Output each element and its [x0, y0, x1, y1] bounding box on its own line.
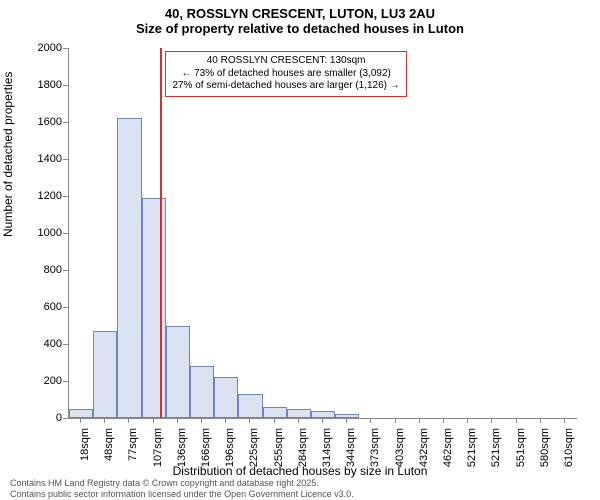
annotation-line: 27% of semi-detached houses are larger (… — [172, 80, 399, 93]
chart-footer: Contains HM Land Registry data © Crown c… — [10, 478, 354, 500]
x-tick-mark — [274, 418, 275, 423]
y-tick-label: 600 — [22, 301, 62, 313]
plot-area — [68, 48, 577, 419]
histogram-bar — [166, 326, 190, 419]
x-tick-label: 432sqm — [418, 428, 430, 478]
histogram-bar — [93, 331, 117, 418]
x-tick-label: 77sqm — [127, 428, 139, 478]
x-tick-mark — [298, 418, 299, 423]
y-tick-label: 1400 — [22, 153, 62, 165]
x-tick-mark — [540, 418, 541, 423]
x-tick-label: 18sqm — [79, 428, 91, 478]
x-tick-label: 610sqm — [563, 428, 575, 478]
y-tick-label: 200 — [22, 375, 62, 387]
histogram-bar — [214, 377, 238, 418]
annotation-box: 40 ROSSLYN CRESCENT: 130sqm← 73% of deta… — [165, 51, 406, 97]
x-tick-mark — [225, 418, 226, 423]
y-tick-label: 1000 — [22, 227, 62, 239]
x-tick-mark — [346, 418, 347, 423]
x-tick-label: 107sqm — [152, 428, 164, 478]
x-tick-label: 196sqm — [224, 428, 236, 478]
x-tick-label: 521sqm — [466, 428, 478, 478]
y-tick-label: 400 — [22, 338, 62, 350]
histogram-bar — [263, 407, 287, 418]
x-tick-mark — [322, 418, 323, 423]
annotation-line: ← 73% of detached houses are smaller (3,… — [172, 68, 399, 81]
x-tick-mark — [104, 418, 105, 423]
x-tick-mark — [467, 418, 468, 423]
y-tick-label: 2000 — [22, 42, 62, 54]
y-tick-mark — [63, 85, 68, 86]
x-tick-mark — [80, 418, 81, 423]
chart-title-sub: Size of property relative to detached ho… — [0, 21, 600, 40]
y-tick-mark — [63, 122, 68, 123]
y-tick-mark — [63, 344, 68, 345]
y-tick-label: 800 — [22, 264, 62, 276]
x-tick-mark — [419, 418, 420, 423]
y-axis-label: Number of detached properties — [1, 72, 15, 237]
x-tick-label: 166sqm — [200, 428, 212, 478]
x-tick-mark — [516, 418, 517, 423]
x-tick-mark — [177, 418, 178, 423]
x-tick-mark — [153, 418, 154, 423]
y-tick-label: 1800 — [22, 79, 62, 91]
x-tick-mark — [395, 418, 396, 423]
histogram-bar — [335, 414, 359, 418]
x-tick-label: 373sqm — [369, 428, 381, 478]
histogram-bar — [190, 366, 214, 418]
histogram-bar — [117, 118, 141, 418]
x-tick-label: 48sqm — [103, 428, 115, 478]
chart-container: 40, ROSSLYN CRESCENT, LUTON, LU3 2AU Siz… — [0, 0, 600, 500]
histogram-bar — [287, 409, 311, 418]
y-tick-mark — [63, 270, 68, 271]
footer-line-1: Contains HM Land Registry data © Crown c… — [10, 478, 354, 489]
x-tick-label: 284sqm — [297, 428, 309, 478]
x-tick-mark — [128, 418, 129, 423]
x-tick-label: 462sqm — [442, 428, 454, 478]
y-tick-mark — [63, 233, 68, 234]
x-tick-label: 225sqm — [248, 428, 260, 478]
histogram-bar — [311, 411, 335, 418]
x-tick-mark — [564, 418, 565, 423]
x-tick-label: 255sqm — [273, 428, 285, 478]
y-tick-label: 1200 — [22, 190, 62, 202]
x-tick-label: 136sqm — [176, 428, 188, 478]
x-tick-label: 580sqm — [539, 428, 551, 478]
x-tick-mark — [370, 418, 371, 423]
y-tick-label: 0 — [22, 412, 62, 424]
y-tick-mark — [63, 381, 68, 382]
chart-title-main: 40, ROSSLYN CRESCENT, LUTON, LU3 2AU — [0, 0, 600, 21]
property-marker-line — [160, 48, 162, 418]
histogram-bar — [238, 394, 262, 418]
x-tick-mark — [249, 418, 250, 423]
histogram-bar — [69, 409, 93, 418]
y-tick-mark — [63, 48, 68, 49]
x-tick-mark — [201, 418, 202, 423]
annotation-line: 40 ROSSLYN CRESCENT: 130sqm — [172, 55, 399, 68]
y-tick-mark — [63, 159, 68, 160]
y-tick-mark — [63, 307, 68, 308]
y-tick-mark — [63, 196, 68, 197]
x-tick-label: 314sqm — [321, 428, 333, 478]
x-tick-mark — [491, 418, 492, 423]
footer-line-2: Contains public sector information licen… — [10, 489, 354, 500]
x-tick-label: 344sqm — [345, 428, 357, 478]
y-tick-label: 1600 — [22, 116, 62, 128]
x-tick-label: 403sqm — [394, 428, 406, 478]
x-tick-label: 551sqm — [515, 428, 527, 478]
y-tick-mark — [63, 418, 68, 419]
x-tick-label: 521sqm — [490, 428, 502, 478]
x-tick-mark — [443, 418, 444, 423]
